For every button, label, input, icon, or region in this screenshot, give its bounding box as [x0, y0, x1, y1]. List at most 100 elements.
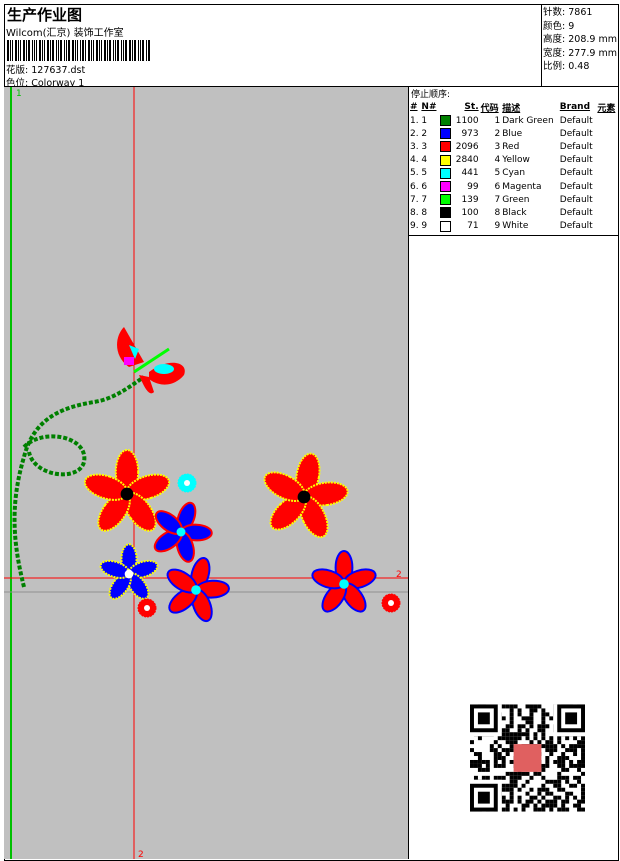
- brand: Default: [559, 194, 593, 205]
- color-description: White: [502, 221, 529, 232]
- petal: [97, 491, 131, 532]
- color-swatch: [439, 181, 451, 193]
- flower-center: [191, 585, 201, 595]
- color-code: 1: [494, 115, 501, 126]
- info-row: 高度: 208.9 mm: [541, 31, 618, 45]
- origin-marker: 1: [16, 89, 22, 99]
- brand: Default: [559, 141, 593, 152]
- color-code: 8: [494, 207, 501, 218]
- row-index: 2.: [410, 128, 419, 139]
- column-header: N#: [421, 102, 437, 112]
- colorway-value: Colorway 1: [31, 78, 85, 89]
- stitch-count: 139: [461, 194, 479, 205]
- color-swatch: [439, 167, 451, 179]
- table-row: 9. 9 71 9 White Default: [409, 220, 618, 233]
- needle-number: 6: [421, 181, 428, 192]
- color-description: Magenta: [502, 181, 542, 192]
- table-row: 1. 1 1100 1 Dark Green Default: [409, 114, 618, 127]
- petal: [83, 473, 129, 501]
- brand: Default: [559, 168, 593, 179]
- needle-number: 9: [421, 221, 428, 232]
- color-swatch: [439, 141, 451, 153]
- column-header: Brand: [559, 102, 591, 112]
- stitch-count: 2096: [455, 141, 479, 152]
- row-index: 8.: [410, 207, 419, 218]
- petal: [126, 572, 150, 600]
- row-index: 1.: [410, 115, 419, 126]
- column-header: 元素: [597, 103, 616, 114]
- color-swatch: [439, 154, 451, 166]
- table-row: 4. 4 2840 4 Yellow Default: [409, 154, 618, 167]
- color-swatch: [439, 115, 451, 127]
- stop-sequence-panel: 停止顺序: # N# St. 代码 描述 Brand 元素 1. 1 1100 1 Dark Gre…: [409, 87, 618, 236]
- color-description: Red: [502, 141, 520, 152]
- petal: [123, 491, 157, 532]
- page-title: 生产作业图: [7, 6, 83, 24]
- color-description: Dark Green: [502, 115, 554, 126]
- info-label: 颜色:: [543, 20, 566, 32]
- qr-code: [470, 704, 585, 812]
- design-label: 花版:: [6, 65, 29, 76]
- crosshair-marker-bottom: 2: [138, 850, 144, 859]
- row-index: 9.: [410, 221, 419, 232]
- color-swatch: [439, 194, 451, 206]
- row-index: 5.: [410, 168, 419, 179]
- color-description: Cyan: [502, 168, 526, 179]
- info-row: 比例: 0.48: [541, 58, 618, 72]
- design-preview: 1 2 2: [4, 87, 409, 859]
- stitch-count: 2840: [455, 155, 479, 166]
- header: 生产作业图 Wilcom(汇京) 装饰工作室 花版: 127637.dst 色位…: [4, 4, 542, 89]
- brand: Default: [559, 221, 593, 232]
- petal: [263, 471, 306, 502]
- petal: [108, 572, 132, 600]
- butterfly: [117, 327, 185, 394]
- petal: [99, 559, 131, 579]
- info-value: 7861: [568, 7, 593, 18]
- stitch-count: 100: [461, 207, 479, 218]
- needle-number: 3: [421, 141, 428, 152]
- needle-number: 4: [421, 155, 428, 166]
- stitch-count: 1100: [455, 115, 479, 126]
- color-swatch: [439, 128, 451, 140]
- needle-number: 1: [421, 115, 428, 126]
- color-swatch: [439, 207, 451, 219]
- column-header: St.: [464, 102, 479, 112]
- info-value: 208.9 mm: [568, 34, 617, 45]
- info-value: 0.48: [568, 61, 590, 72]
- needle-number: 2: [421, 128, 428, 139]
- flower-center: [176, 527, 186, 537]
- company-name: Wilcom(汇京) 装饰工作室: [6, 28, 124, 39]
- info-row: 颜色: 9: [541, 18, 618, 32]
- petal: [302, 481, 349, 507]
- barcode: [7, 40, 151, 61]
- crosshair-marker-right: 2: [396, 570, 402, 580]
- info-row: 针数: 7861: [541, 4, 618, 18]
- stitch-count: 441: [461, 168, 479, 179]
- embroidery-preview: 1 2 2: [4, 87, 408, 859]
- needle-number: 7: [421, 194, 428, 205]
- stop-sequence-title: 停止顺序:: [411, 90, 451, 100]
- design-info: 针数: 7861 颜色: 9 高度: 208.9 mm 宽度: 277.9 mm 比例:…: [541, 4, 618, 87]
- needle-number: 5: [421, 168, 428, 179]
- color-description: Black: [502, 207, 527, 218]
- brand: Default: [559, 181, 593, 192]
- row-index: 7.: [410, 194, 419, 205]
- colorway: 色位: Colorway 1: [6, 75, 84, 89]
- brand: Default: [559, 155, 593, 166]
- info-label: 宽度:: [543, 47, 566, 59]
- color-description: Green: [502, 194, 530, 205]
- color-code: 5: [494, 168, 501, 179]
- color-swatch: [439, 220, 451, 232]
- info-label: 针数:: [543, 7, 566, 18]
- brand: Default: [559, 115, 593, 126]
- table-row: 7. 7 139 7 Green Default: [409, 193, 618, 206]
- info-label: 比例:: [543, 61, 566, 72]
- stitch-count: 71: [467, 221, 479, 232]
- flower-center: [124, 569, 134, 579]
- color-description: Yellow: [502, 155, 530, 166]
- flower-center: [297, 490, 311, 504]
- brand: Default: [559, 128, 593, 139]
- column-header: 描述: [502, 103, 521, 114]
- table-row: 8. 8 100 8 Black Default: [409, 206, 618, 219]
